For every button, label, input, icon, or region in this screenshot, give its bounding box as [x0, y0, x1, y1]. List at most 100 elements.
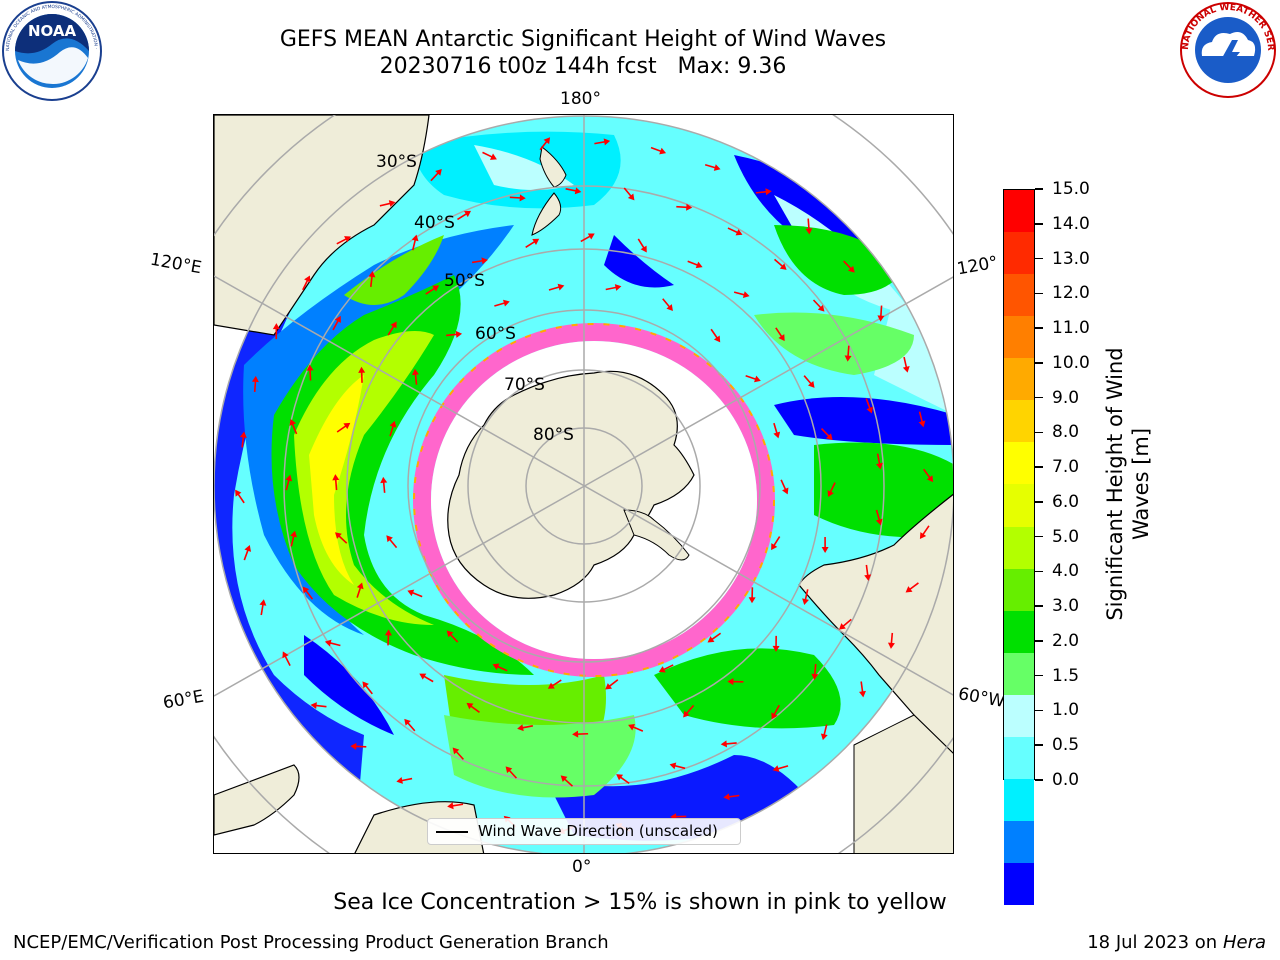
- lat-label-40s: 40°S: [414, 213, 455, 233]
- wave-arrow: [676, 203, 693, 211]
- colorbar-block: [1004, 358, 1034, 401]
- footer-host: Hera: [1222, 932, 1266, 953]
- colorbar-tick-label: 12.0: [1052, 283, 1090, 304]
- colorbar-tick: [1035, 640, 1043, 642]
- wave-arrow: [805, 218, 813, 235]
- wave-arrow: [446, 630, 459, 643]
- colorbar-tick-label: 4.0: [1052, 561, 1080, 582]
- colorbar-block: [1004, 610, 1034, 653]
- colorbar-tick: [1035, 535, 1043, 538]
- wave-arrow: [803, 375, 815, 388]
- wave-arrow: [802, 589, 809, 605]
- wave-arrow: [875, 509, 883, 526]
- colorbar-tick: [1035, 292, 1043, 295]
- colorbar-tick-label: 15.0: [1052, 179, 1090, 199]
- wave-arrow: [482, 151, 497, 160]
- wave-arrow: [772, 635, 780, 652]
- lon-label-60e: 60°E: [161, 686, 206, 714]
- colorbar-block: [1004, 484, 1034, 527]
- colorbar-tick-label: 7.0: [1052, 457, 1080, 478]
- colorbar-tick: [1035, 674, 1043, 677]
- nws-logo: NATIONAL WEATHER SERVICE: [1178, 0, 1276, 98]
- wave-arrow: [669, 762, 686, 770]
- colorbar-block: [1004, 694, 1034, 737]
- wave-arrow: [572, 730, 589, 738]
- wave-arrow: [494, 299, 510, 307]
- wave-arrow: [404, 718, 416, 732]
- wave-arrow: [310, 702, 327, 710]
- wave-arrow: [412, 368, 419, 385]
- wave-arrow: [362, 681, 373, 695]
- wave-arrow: [919, 525, 930, 540]
- wave-arrow: [637, 238, 647, 253]
- colorbar-tick: [1035, 466, 1043, 468]
- colorbar-tick: [1035, 396, 1043, 399]
- colorbar-tick-label: 2.0: [1052, 630, 1080, 651]
- wave-arrow: [683, 704, 695, 718]
- colorbar-block: [1004, 274, 1034, 317]
- wave-arrow: [843, 260, 855, 273]
- colorbar-tick: [1035, 257, 1043, 260]
- wave-arrow: [525, 238, 540, 249]
- wave-arrow: [548, 283, 565, 291]
- wave-arrow: [457, 210, 472, 221]
- wave-arrow: [446, 330, 463, 338]
- wave-arrow: [350, 742, 367, 750]
- wave-arrow: [539, 137, 551, 151]
- footer-date-text: 18 Jul 2023 on: [1087, 932, 1223, 953]
- wave-arrow: [628, 724, 644, 732]
- footer-credit: NCEP/EMC/Verification Post Processing Pr…: [13, 932, 609, 953]
- colorbar-tick-label: 14.0: [1052, 213, 1090, 234]
- land-antarctica: [447, 370, 695, 599]
- wave-arrow: [466, 702, 480, 713]
- wave-arrow: [505, 766, 518, 779]
- wave-arrow: [243, 545, 252, 561]
- title-line-1: GEFS MEAN Antarctic Significant Height o…: [279, 27, 887, 52]
- colorbar-tick-label: 8.0: [1052, 422, 1080, 443]
- wave-arrow: [658, 664, 674, 673]
- wave-arrow: [877, 305, 885, 322]
- lat-label-80s: 80°S: [533, 425, 574, 445]
- wave-arrow: [332, 315, 341, 331]
- colorbar-block: [1004, 652, 1034, 695]
- wave-arrow: [772, 765, 789, 772]
- wave-arrow: [358, 366, 366, 383]
- lat-label-70s: 70°S: [504, 375, 545, 395]
- wave-arrow: [452, 747, 465, 760]
- wave-arrow: [336, 422, 351, 433]
- wave-arrow: [419, 673, 434, 683]
- colorbar: [1003, 189, 1035, 906]
- lon-label-0: 0°: [572, 857, 592, 877]
- wave-arrow: [306, 364, 314, 381]
- wave-arrow: [887, 632, 895, 649]
- wave-arrow: [509, 194, 526, 202]
- wave-arrow: [302, 586, 314, 600]
- colorbar-tick: [1035, 327, 1043, 329]
- wave-arrow: [771, 536, 781, 551]
- wave-arrow: [471, 257, 488, 265]
- colorbar-tick-label: 13.0: [1052, 248, 1090, 269]
- wave-arrow: [755, 188, 772, 196]
- lon-label-180: 180°: [560, 89, 601, 109]
- wave-arrow: [336, 236, 351, 245]
- wave-arrow: [239, 431, 247, 448]
- land-south-america: [798, 493, 953, 754]
- colorbar-title: Significant Height of Wind Waves [m]: [1102, 347, 1154, 620]
- wave-arrow: [727, 227, 743, 236]
- land-africa-right: [853, 714, 953, 853]
- wave-arrow: [430, 169, 442, 182]
- colorbar-block: [1004, 232, 1034, 275]
- wave-arrow: [918, 411, 926, 428]
- wave-arrow: [623, 187, 635, 201]
- wave-arrow: [285, 474, 293, 491]
- colorbar-tick: [1035, 570, 1043, 573]
- wave-arrow: [356, 582, 364, 598]
- wave-arrow: [384, 629, 392, 646]
- colorbar-tick: [1035, 362, 1043, 364]
- wave-arrow: [379, 200, 396, 207]
- colorbar-block: [1004, 442, 1034, 485]
- colorbar-tick: [1035, 779, 1043, 781]
- wave-arrow: [302, 275, 311, 291]
- wave-arrow: [844, 345, 852, 362]
- sea-ice-ring: [413, 323, 775, 677]
